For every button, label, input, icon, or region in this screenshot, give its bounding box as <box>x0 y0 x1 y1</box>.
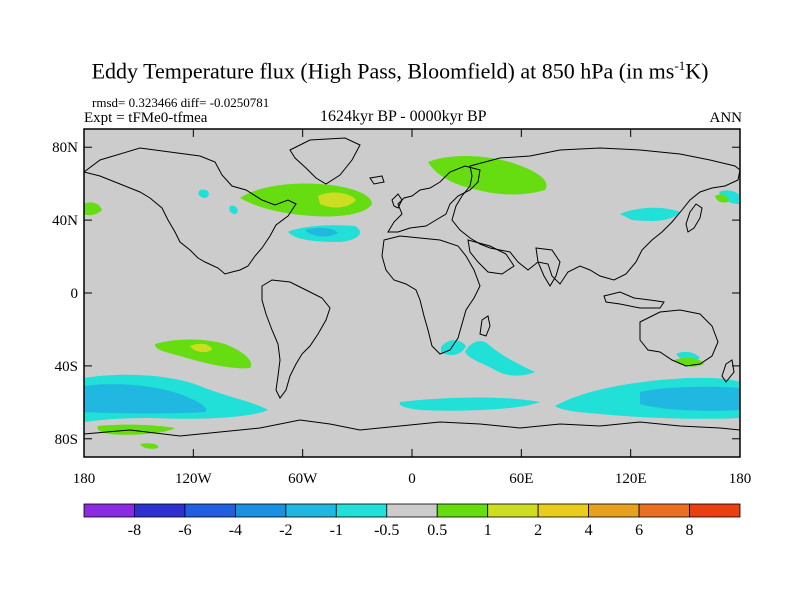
colorbar-swatch <box>184 503 236 518</box>
colorbar: -8 -6 -4 -2 -1 -0.5 0.5 1 2 4 6 8 <box>83 503 741 539</box>
colorbar-label: 2 <box>534 522 542 539</box>
colorbar-label: 8 <box>686 522 694 539</box>
colorbar-swatch <box>537 503 590 518</box>
lat-tick-label: 80S <box>55 432 78 448</box>
period-label: 1624kyr BP - 0000kyr BP <box>320 108 487 125</box>
lon-tick-label: 0 <box>408 471 416 487</box>
map-title: Eddy Temperature flux (High Pass, Bloomf… <box>91 58 709 84</box>
colorbar-swatch <box>285 503 337 518</box>
colorbar-label: -8 <box>128 522 141 539</box>
colorbar-swatch <box>638 503 690 518</box>
coastlines <box>84 137 740 457</box>
colorbar-swatch <box>588 503 640 518</box>
lon-tick-label: 180 <box>73 471 96 487</box>
colorbar-label: 1 <box>484 522 492 539</box>
lat-tick-label: 80N <box>52 140 78 156</box>
anomaly-strong-positive <box>190 192 356 353</box>
colorbar-swatch <box>689 503 741 518</box>
colorbar-swatch <box>134 503 186 518</box>
season-label: ANN <box>709 110 743 126</box>
lat-axis: 80N 40N 0 40S 80S <box>52 140 740 448</box>
lat-tick-label: 40S <box>55 359 78 375</box>
anomaly-positive <box>84 156 729 449</box>
colorbar-label: -1 <box>330 522 343 539</box>
colorbar-swatch <box>487 503 539 518</box>
colorbar-swatch <box>234 503 287 518</box>
colorbar-label: 0.5 <box>427 522 447 539</box>
colorbar-swatch <box>436 503 489 518</box>
colorbar-swatch <box>386 503 438 518</box>
lat-tick-label: 0 <box>71 286 79 302</box>
colorbar-swatch <box>335 503 388 518</box>
lon-tick-label: 60E <box>509 471 533 487</box>
experiment-label: Expt = tFMe0-tfmea <box>84 110 208 126</box>
lon-tick-label: 180 <box>729 471 752 487</box>
anomaly-strong-negative <box>84 227 740 414</box>
lon-axis: 180 120W 60W 0 60E 120E 180 <box>73 129 752 487</box>
lon-tick-label: 120E <box>615 471 647 487</box>
colorbar-label: -6 <box>178 522 191 539</box>
colorbar-label: -4 <box>229 522 242 539</box>
colorbar-label: -2 <box>279 522 292 539</box>
lon-tick-label: 120W <box>175 471 213 487</box>
colorbar-label: -0.5 <box>374 522 399 539</box>
colorbar-swatch <box>83 503 135 518</box>
lat-tick-label: 40N <box>52 213 78 229</box>
stats-label: rmsd= 0.323466 diff= -0.0250781 <box>92 95 270 110</box>
colorbar-label: 4 <box>585 522 593 539</box>
colorbar-label: 6 <box>635 522 643 539</box>
lon-tick-label: 60W <box>288 471 318 487</box>
